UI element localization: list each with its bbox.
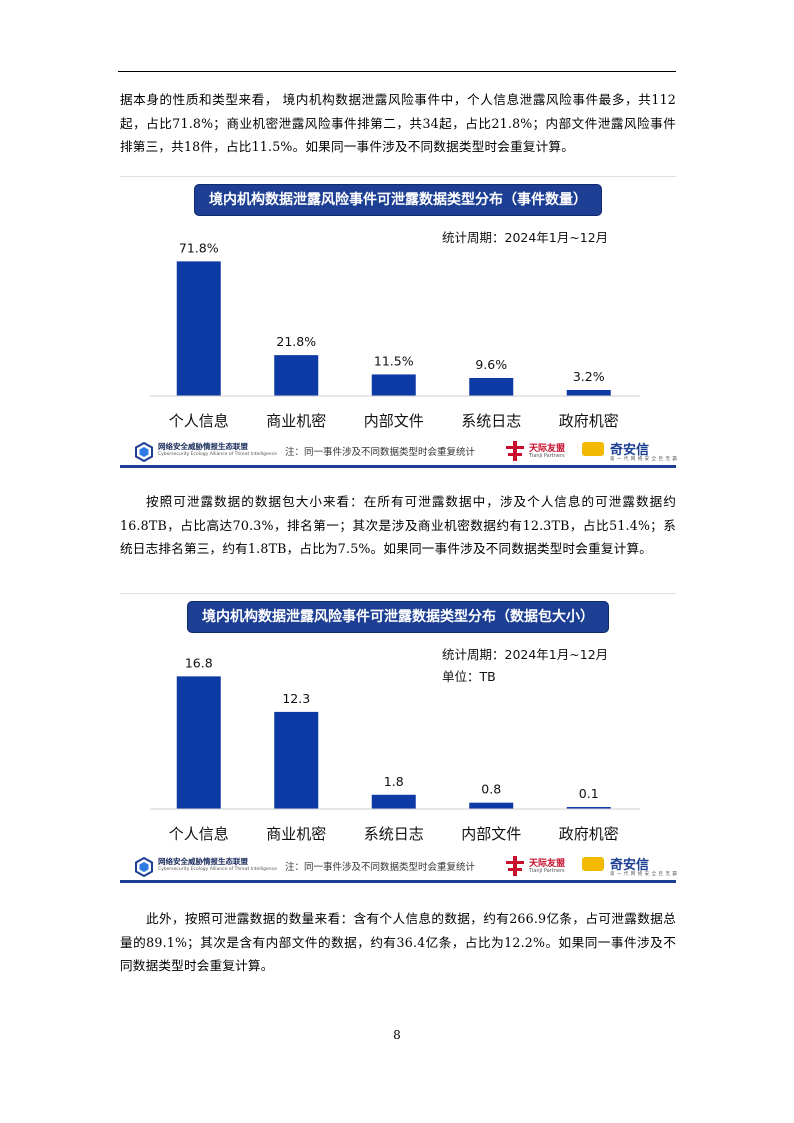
chart-bar — [371, 794, 416, 809]
paragraph-1: 据本身的性质和类型来看， 境内机构数据泄露风险事件中，个人信息泄露风险事件最多，… — [120, 92, 676, 154]
chart-note: 注：同一事件涉及不同数据类型时会重复统计 — [285, 862, 476, 873]
bar-value-label: 9.6% — [475, 357, 507, 372]
bar-value-label: 12.3 — [282, 691, 310, 706]
chart-title: 境内机构数据泄露风险事件可泄露数据类型分布（数据包大小） — [187, 601, 609, 633]
bar-value-label: 1.8 — [384, 774, 404, 789]
category-label: 内部文件 — [364, 412, 424, 430]
chart-bar — [274, 711, 319, 809]
category-label: 个人信息 — [169, 825, 229, 843]
chart-bar — [274, 355, 319, 396]
paragraph-3: 此外，按照可泄露数据的数量来看：含有个人信息的数据，约有266.9亿条，占可泄露… — [120, 911, 676, 973]
bar-value-label: 16.8 — [185, 655, 213, 670]
bar-value-label: 11.5% — [374, 353, 414, 368]
tianji-sub: Tianji Partners — [529, 453, 565, 459]
chart-bar — [176, 261, 221, 396]
alliance-name: 网络安全威胁情报生态联盟 — [158, 442, 248, 451]
bar-value-label: 3.2% — [573, 369, 605, 384]
qax-name: 奇安信 — [610, 858, 650, 873]
qax-logo-icon — [582, 857, 604, 871]
alliance-logo-icon — [135, 442, 153, 462]
figure-top-rule — [120, 593, 676, 594]
paragraph-2: 按照可泄露数据的数据包大小来看：在所有可泄露数据中，涉及个人信息的可泄露数据约1… — [120, 494, 676, 556]
header-rule — [118, 71, 676, 72]
chart-bar — [469, 802, 514, 809]
tianji-logo: 天际友盟 Tianji Partners — [505, 853, 575, 881]
qax-name: 奇安信 — [610, 443, 650, 458]
figure-bottom-bar — [120, 880, 676, 883]
chart-period: 统计周期：2024年1月~12月 — [442, 647, 609, 662]
figure-bottom-bar — [120, 465, 676, 468]
chart-bar — [176, 676, 221, 809]
figure-footer: 网络安全威胁情报生态联盟 Cybersecurity Ecology Allia… — [120, 853, 678, 883]
chart-figure-data-size: 境内机构数据泄露风险事件可泄露数据类型分布（数据包大小） 统计周期：2024年1… — [120, 593, 678, 890]
tianji-name: 天际友盟 — [529, 859, 566, 869]
bar-chart-data-size: 16.8 个人信息 12.3 商业机密 1.8 系统日志 0.8 内部文件 0.1 政府机密 — [150, 655, 640, 843]
bar-chart-event-count: 71.8% 个人信息 21.8% 商业机密 11.5% 内部文件 9.6% 系统日志 3.2% 政… — [150, 240, 640, 430]
chart-bar — [469, 378, 514, 396]
alliance-name: 网络安全威胁情报生态联盟 — [158, 857, 248, 866]
chart-unit: 单位：TB — [442, 669, 496, 684]
bar-value-label: 21.8% — [276, 334, 316, 349]
chart-note: 注：同一事件涉及不同数据类型时会重复统计 — [285, 447, 476, 458]
chart-bar — [566, 807, 611, 809]
tianji-logo-icon — [506, 856, 524, 876]
category-label: 政府机密 — [559, 825, 619, 843]
category-label: 系统日志 — [364, 825, 424, 843]
chart-bar — [566, 390, 611, 396]
chart-figure-event-count: 境内机构数据泄露风险事件可泄露数据类型分布（事件数量） 统计周期：2024年1月… — [120, 176, 678, 469]
category-label: 商业机密 — [266, 825, 326, 843]
bar-value-label: 0.1 — [579, 786, 599, 801]
alliance-sub: Cybersecurity Ecology Alliance of Threat… — [158, 867, 277, 872]
category-label: 系统日志 — [461, 412, 521, 430]
figure-top-rule — [120, 176, 676, 177]
qax-sub: 第 一 代 网 络 安 全 巨 无 霸 — [610, 457, 678, 462]
bar-value-label: 0.8 — [481, 782, 501, 797]
alliance-sub: Cybersecurity Ecology Alliance of Threat… — [158, 452, 277, 457]
chart-period: 统计周期：2024年1月~12月 — [442, 230, 609, 245]
qax-logo-icon — [582, 442, 604, 456]
tianji-logo: 天际友盟 Tianji Partners — [505, 438, 575, 466]
alliance-logo: 网络安全威胁情报生态联盟 Cybersecurity Ecology Allia… — [134, 854, 277, 880]
alliance-logo: 网络安全威胁情报生态联盟 Cybersecurity Ecology Allia… — [134, 439, 277, 465]
category-label: 政府机密 — [559, 412, 619, 430]
tianji-name: 天际友盟 — [529, 444, 566, 454]
qax-sub: 第 一 代 网 络 安 全 巨 无 霸 — [610, 872, 678, 877]
chart-bar — [371, 374, 416, 396]
alliance-logo-icon — [135, 857, 153, 877]
category-label: 商业机密 — [266, 412, 326, 430]
tianji-logo-icon — [506, 441, 524, 461]
category-label: 个人信息 — [169, 412, 229, 430]
page-number: 8 — [393, 1028, 401, 1042]
bar-value-label: 71.8% — [179, 240, 219, 255]
category-label: 内部文件 — [461, 825, 521, 843]
figure-footer: 网络安全威胁情报生态联盟 Cybersecurity Ecology Allia… — [120, 438, 678, 468]
qax-logo: 奇安信 第 一 代 网 络 安 全 巨 无 霸 — [582, 853, 678, 881]
qax-logo: 奇安信 第 一 代 网 络 安 全 巨 无 霸 — [582, 438, 678, 466]
tianji-sub: Tianji Partners — [529, 868, 565, 874]
chart-title: 境内机构数据泄露风险事件可泄露数据类型分布（事件数量） — [194, 184, 602, 216]
